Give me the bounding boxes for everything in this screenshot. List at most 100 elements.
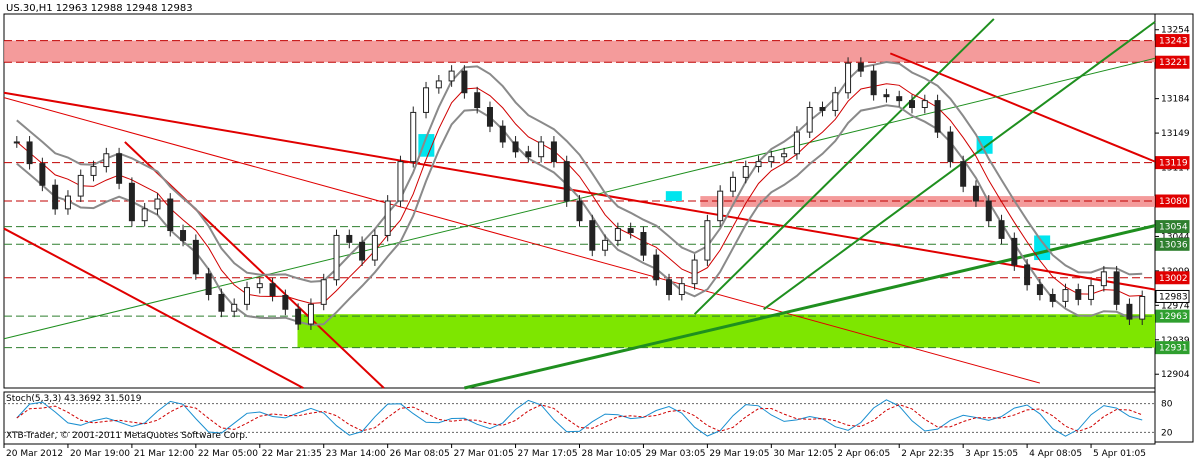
candle-body — [359, 241, 366, 261]
candle — [448, 65, 455, 87]
candle — [192, 234, 199, 280]
price-label-text: 13080 — [1159, 197, 1188, 207]
candle-body — [192, 239, 199, 275]
candle — [90, 160, 97, 182]
candle-body — [512, 141, 519, 153]
candle — [1062, 283, 1069, 308]
candle — [819, 101, 826, 117]
candle — [320, 273, 327, 311]
candle-body — [857, 62, 864, 72]
price-label-box — [1155, 194, 1190, 208]
candle — [666, 273, 673, 301]
x-tick-label: 20 Mar 19:00 — [70, 449, 130, 459]
price-label-box — [1155, 237, 1190, 251]
candle — [704, 214, 711, 266]
trend-green-chan1 — [693, 18, 995, 315]
candle-body — [397, 161, 404, 202]
candle — [167, 193, 174, 237]
price-label-text: 13054 — [1159, 223, 1188, 233]
candle — [550, 136, 557, 168]
x-tick-label: 22 Mar 05:00 — [198, 449, 258, 459]
candle-body — [26, 141, 33, 165]
candle-body — [742, 166, 749, 178]
candle-body — [410, 111, 417, 163]
candle — [947, 126, 954, 168]
candle — [205, 267, 212, 301]
candle-body — [103, 153, 110, 168]
price-label-box — [1155, 220, 1190, 234]
x-tick-label: 2 Apr 06:05 — [837, 449, 890, 459]
x-tick-label: 28 Mar 10:05 — [582, 449, 642, 459]
copyright-text: XTB-Trader, © 2001-2011 MetaQuotes Softw… — [6, 431, 248, 441]
trend-green-main — [464, 224, 1156, 390]
candle — [1011, 232, 1018, 271]
symbol-info: US.30,H1 12963 12988 12948 12983 — [6, 3, 193, 14]
candle-body — [538, 141, 545, 158]
candle — [602, 234, 609, 257]
candle — [52, 179, 59, 215]
price-label-box — [1155, 309, 1190, 323]
price-label-text: 13221 — [1159, 58, 1188, 68]
candle-body — [423, 87, 430, 113]
candle-body — [474, 92, 481, 108]
candle — [1139, 290, 1146, 326]
candle — [423, 81, 430, 119]
candle-body — [256, 283, 263, 289]
x-tick-label: 22 Mar 21:35 — [262, 449, 322, 459]
candle — [563, 155, 570, 207]
price-label-13119: 13119 — [1155, 156, 1190, 170]
stoch-level-label: 20 — [1161, 428, 1173, 438]
y-tick-label: 13044 — [1161, 232, 1190, 242]
candle-body — [717, 190, 724, 222]
y-tick-label: 13254 — [1161, 26, 1190, 36]
highlight-block — [418, 134, 435, 157]
candle — [397, 155, 404, 207]
candle-body — [755, 161, 762, 168]
candle-body — [154, 198, 161, 210]
price-axis-frame — [1154, 13, 1194, 443]
candle — [640, 226, 647, 262]
candle — [1100, 265, 1107, 292]
candle — [627, 222, 634, 239]
candle — [77, 169, 84, 202]
candle — [998, 214, 1005, 245]
candle-body — [64, 195, 71, 210]
candle — [909, 94, 916, 114]
candle-body — [180, 230, 187, 241]
candle-body — [1011, 237, 1018, 266]
candle-body — [486, 107, 493, 127]
candle — [768, 150, 775, 168]
candle-body — [691, 259, 698, 285]
candle — [934, 94, 941, 139]
candle — [128, 177, 135, 227]
x-tick-label: 20 Mar 2012 — [6, 449, 63, 459]
price-label-box — [1155, 55, 1190, 69]
highlight-block — [665, 191, 682, 201]
price-label-text: 13243 — [1159, 37, 1188, 47]
price-label-text: 12963 — [1159, 312, 1188, 322]
x-tick-label: 2 Apr 22:35 — [901, 449, 954, 459]
candle-body — [845, 62, 852, 94]
candle — [116, 147, 123, 190]
candle — [435, 75, 442, 94]
price-label-13002: 13002 — [1155, 271, 1190, 285]
candle-body — [128, 182, 135, 222]
candle-body — [704, 220, 711, 261]
candle — [985, 195, 992, 227]
candle — [1049, 288, 1056, 308]
candle-body — [640, 231, 647, 256]
candle-body — [116, 153, 123, 184]
candle — [614, 222, 621, 247]
candle-body — [947, 131, 954, 163]
y-tick-label: 13149 — [1161, 129, 1190, 139]
candle-body — [167, 198, 174, 232]
candle — [295, 303, 302, 330]
candle — [832, 86, 839, 117]
candle-body — [1126, 303, 1133, 320]
candle-body — [806, 107, 813, 133]
candle — [1075, 283, 1082, 306]
price-label-12931: 12931 — [1155, 341, 1190, 355]
candle-body — [870, 70, 877, 96]
